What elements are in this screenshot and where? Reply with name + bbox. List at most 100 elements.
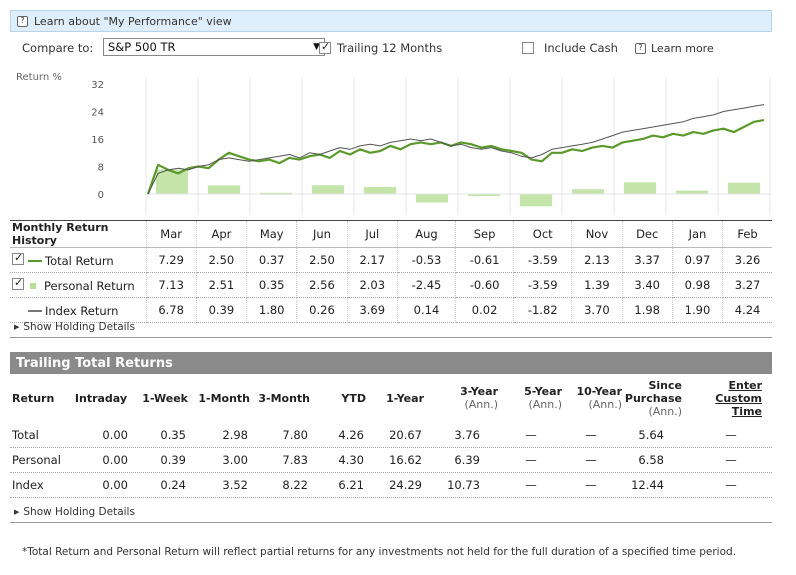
monthly-value: 3.27: [722, 272, 772, 298]
learn-about-link[interactable]: Learn about "My Performance" view: [34, 14, 232, 28]
trailing-value: 8.22: [282, 478, 308, 492]
trailing-value: 2.98: [222, 428, 248, 442]
col-3-year: 3-Year (Ann.): [460, 385, 498, 411]
learn-about-bar[interactable]: ? Learn about "My Performance" view: [10, 10, 772, 32]
bar-oct: [519, 194, 553, 207]
trailing-value: 4.30: [338, 453, 364, 467]
trailing-12-months-toggle[interactable]: Trailing 12 Months: [319, 38, 442, 58]
col-1-month: 1-Month: [198, 391, 250, 405]
monthly-value: 0.02: [455, 297, 515, 323]
monthly-row: Index Return 6.78 0.39 1.80 0.26 3.69 0.14 0.02…: [10, 297, 772, 323]
monthly-row: Total Return7.292.500.372.502.17-0.53-0.…: [10, 247, 772, 273]
trailing-value: 0.39: [160, 453, 186, 467]
month-header: Jan: [672, 220, 724, 248]
monthly-return-table: Monthly Return History Mar Apr May Jun Jul Au…: [10, 220, 772, 323]
monthly-value: 2.56: [296, 272, 348, 298]
show-holding-details-monthly[interactable]: ▶ Show Holding Details: [10, 316, 772, 338]
series-checkbox[interactable]: [12, 276, 24, 290]
monthly-value: 0.97: [672, 247, 724, 273]
trailing-returns-header: Trailing Total Returns: [10, 352, 772, 374]
performance-chart: 32 24 16 8 0 Return %: [10, 70, 772, 220]
month-header: Mar: [146, 220, 197, 248]
bar-aug: [415, 194, 449, 203]
monthly-value: 7.29: [146, 247, 197, 273]
monthly-value: 0.39: [196, 297, 248, 323]
series-checkbox[interactable]: [12, 251, 24, 265]
monthly-value: 3.40: [622, 272, 673, 298]
trailing-value: —: [585, 453, 597, 467]
col-1-week: 1-Week: [142, 391, 188, 405]
trailing-checkbox[interactable]: [319, 40, 331, 54]
trailing-value: 10.73: [447, 478, 480, 492]
month-header: Jun: [296, 220, 348, 248]
expand-arrow-icon: ▶: [14, 322, 20, 331]
monthly-value: 6.78: [146, 297, 197, 323]
series-line-index-return: [147, 104, 765, 195]
bar-jan: [675, 190, 709, 194]
trailing-value: 4.26: [338, 428, 364, 442]
bar-sep: [467, 194, 501, 197]
include-cash-toggle[interactable]: Include Cash: [522, 38, 618, 58]
monthly-value: -0.60: [455, 272, 515, 298]
legend-swatch-icon: [28, 260, 42, 262]
monthly-value: 0.26: [296, 297, 348, 323]
trailing-value: 3.52: [222, 478, 248, 492]
monthly-value: -0.53: [397, 247, 457, 273]
trailing-value: 6.39: [454, 453, 480, 467]
trailing-row: Index 0.00 0.24 3.52 8.22 6.21 24.29 10.73 — — 12.…: [10, 473, 772, 498]
monthly-row: Personal Return 7.132.510.352.562.03-2.45…: [10, 272, 772, 298]
col-ytd: YTD: [341, 391, 366, 405]
monthly-value: 0.37: [246, 247, 298, 273]
trailing-row-label: Total: [12, 428, 39, 442]
col-3-month: 3-Month: [258, 391, 310, 405]
footnote: *Total Return and Personal Return will r…: [22, 546, 737, 558]
monthly-title: Monthly Return History: [10, 220, 147, 248]
monthly-value: 2.51: [196, 272, 248, 298]
monthly-value: 2.17: [347, 247, 398, 273]
trailing-value: 24.29: [389, 478, 422, 492]
show-holding-details-trailing[interactable]: ▶ Show Holding Details: [10, 501, 772, 523]
col-since-purchase: Since Purchase (Ann.): [624, 378, 682, 418]
trailing-value: 6.21: [338, 478, 364, 492]
trailing-value: —: [725, 453, 737, 467]
monthly-value: 4.24: [722, 297, 772, 323]
trailing-value: 7.80: [282, 428, 308, 442]
trailing-value: 0.00: [102, 478, 128, 492]
monthly-row-label: Index Return: [10, 297, 147, 323]
trailing-value: 7.83: [282, 453, 308, 467]
month-header: Apr: [196, 220, 248, 248]
monthly-value: 3.69: [347, 297, 398, 323]
expand-arrow-icon: ▶: [14, 507, 20, 516]
monthly-value: -0.61: [455, 247, 515, 273]
monthly-value: 3.70: [571, 297, 623, 323]
monthly-value: 2.50: [196, 247, 248, 273]
controls-row: Compare to: S&P 500 TR ▼ Trailing 12 Mon…: [22, 38, 772, 58]
trailing-value: 0.00: [102, 428, 128, 442]
include-cash-label: Include Cash: [544, 41, 618, 55]
include-cash-checkbox[interactable]: [522, 42, 534, 54]
bar-jun: [311, 185, 345, 194]
compare-select[interactable]: S&P 500 TR ▼: [103, 38, 325, 56]
bar-jul: [363, 187, 397, 194]
enter-custom-time-link[interactable]: Enter Custom Time: [715, 378, 762, 418]
monthly-value: 1.39: [571, 272, 623, 298]
trailing-value: 6.58: [638, 453, 664, 467]
col-return: Return: [12, 391, 55, 405]
monthly-value: 3.26: [722, 247, 772, 273]
trailing-value: —: [725, 428, 737, 442]
trailing-label: Trailing 12 Months: [337, 41, 443, 55]
dropdown-arrow-icon: ▼: [313, 42, 320, 52]
learn-more-link[interactable]: ? Learn more: [635, 38, 714, 58]
bar-mar: [155, 169, 189, 194]
y-axis-label: Return %: [16, 72, 62, 83]
compare-label: Compare to:: [22, 41, 94, 55]
monthly-value: -1.82: [513, 297, 573, 323]
bar-feb: [727, 182, 761, 194]
trailing-value: —: [525, 478, 537, 492]
monthly-value: 1.80: [246, 297, 298, 323]
series-label: Total Return: [45, 253, 114, 268]
bar-apr: [207, 185, 241, 194]
monthly-value: 7.13: [146, 272, 197, 298]
question-icon: ?: [17, 15, 28, 27]
monthly-row-label: Personal Return: [10, 272, 147, 298]
